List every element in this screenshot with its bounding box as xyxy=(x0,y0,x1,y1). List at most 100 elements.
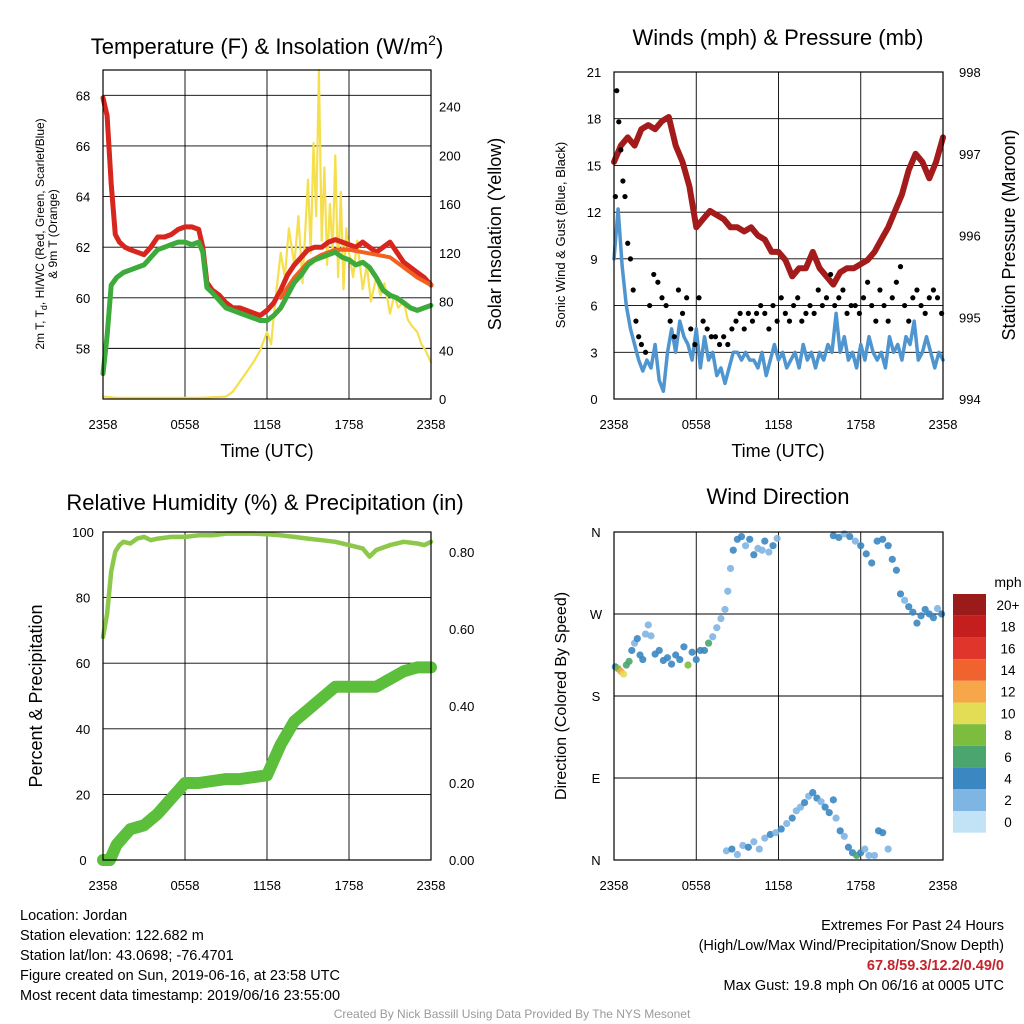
direction-point xyxy=(663,654,672,662)
y-tick-label-right: 40 xyxy=(439,343,453,358)
direction-point xyxy=(861,845,869,853)
x-tick-label: 1158 xyxy=(765,878,793,893)
gust-point xyxy=(620,178,626,184)
direction-point xyxy=(750,838,758,846)
y-tick-label-left: 68 xyxy=(76,88,90,103)
direction-point xyxy=(817,798,825,806)
direction-point xyxy=(840,832,848,840)
direction-point xyxy=(879,535,887,543)
y-tick-label-left: 6 xyxy=(590,299,597,314)
direction-point xyxy=(933,604,942,613)
y-tick-label-left: 60 xyxy=(76,291,90,306)
y-tick-label-right: 200 xyxy=(439,148,461,163)
wind-direction-ylabel: Direction (Colored By Speed) xyxy=(553,592,570,800)
direction-point xyxy=(737,532,746,541)
x-tick-label: 2358 xyxy=(929,878,958,893)
direction-point xyxy=(746,535,754,543)
direction-point xyxy=(773,534,781,542)
gust-point xyxy=(741,326,747,332)
direction-point xyxy=(777,825,785,833)
y-tick-label-left: 12 xyxy=(587,205,601,220)
direction-point xyxy=(851,537,859,545)
colorbar-swatch xyxy=(953,702,986,725)
direction-point xyxy=(655,646,663,655)
gust-point xyxy=(819,302,825,309)
direction-point xyxy=(724,587,732,595)
colorbar-swatch xyxy=(953,745,986,768)
gust-point xyxy=(795,295,801,301)
direction-point xyxy=(684,661,692,669)
y-tick-label-right: 996 xyxy=(959,229,981,244)
series-line-2m-t xyxy=(100,95,434,318)
direction-point xyxy=(829,796,837,804)
gust-point xyxy=(625,240,631,246)
gust-point xyxy=(733,318,739,324)
elevation-text: Station elevation: 122.682 m xyxy=(20,928,204,944)
direction-point xyxy=(721,605,729,614)
gust-point xyxy=(762,310,768,316)
colorbar-label: 14 xyxy=(1000,663,1016,678)
humidity-title: Relative Humidity (%) & Precipitation (i… xyxy=(66,490,463,515)
direction-point xyxy=(913,619,921,627)
y-tick-label-left: 100 xyxy=(72,525,94,540)
colorbar-swatch xyxy=(953,637,986,660)
x-tick-label: 1758 xyxy=(846,417,875,432)
series-line-2m-td xyxy=(100,239,434,377)
direction-point xyxy=(761,834,769,842)
direction-point xyxy=(929,614,938,622)
direction-point xyxy=(709,633,717,641)
gust-point xyxy=(627,256,634,262)
direction-point xyxy=(836,827,844,835)
gust-point xyxy=(622,193,628,200)
latlon-text: Station lat/lon: 43.0698; -76.4701 xyxy=(20,948,234,964)
gust-point xyxy=(721,334,727,340)
colorbar-swatch xyxy=(953,594,986,616)
y-tick-label: N xyxy=(591,853,600,868)
direction-point xyxy=(829,532,837,540)
colorbar-label: 6 xyxy=(1004,750,1012,765)
gust-point xyxy=(922,310,928,316)
gust-point xyxy=(671,334,677,340)
x-tick-label: 1758 xyxy=(846,878,875,893)
y-tick-label-left: 80 xyxy=(76,591,90,606)
gust-point xyxy=(827,271,834,278)
direction-point xyxy=(884,542,892,550)
direction-point xyxy=(765,548,773,556)
colorbar-title: mph xyxy=(994,574,1021,590)
colorbar-label: 4 xyxy=(1004,771,1012,786)
y-tick-label-right: 0 xyxy=(439,392,446,407)
gust-point xyxy=(799,318,805,324)
gust-point xyxy=(638,341,645,348)
direction-point xyxy=(865,851,873,860)
speed-colorbar: mph 20+ 18 16 14 12 10 8 6 4 2 0 xyxy=(953,574,1022,833)
direction-point xyxy=(750,551,758,559)
colorbar-label: 12 xyxy=(1000,685,1015,700)
humidity-plot-frame xyxy=(102,531,432,861)
gust-point xyxy=(770,302,776,309)
direction-point xyxy=(835,533,843,542)
direction-point xyxy=(761,537,769,545)
gust-point xyxy=(832,302,838,309)
x-tick-label: 1758 xyxy=(335,417,364,432)
gust-point xyxy=(696,295,702,301)
temperature-plot-frame xyxy=(102,69,432,400)
y-tick-label-left: 18 xyxy=(587,112,601,127)
y-tick-label-right: 0.80 xyxy=(449,545,474,560)
y-tick-label-left: 21 xyxy=(587,65,601,80)
temperature-title: Temperature (F) & Insolation (W/m2) xyxy=(91,32,444,59)
series-line-sonic-wind xyxy=(612,207,945,393)
gust-point xyxy=(630,287,636,293)
direction-point xyxy=(755,845,763,853)
direction-point xyxy=(700,646,709,655)
direction-point xyxy=(739,841,747,850)
direction-point xyxy=(639,655,647,664)
direction-point xyxy=(892,566,900,574)
gust-point xyxy=(885,318,891,324)
direction-point xyxy=(846,532,854,541)
temperature-ylabel-left-line2: & 9m T (Orange) xyxy=(46,189,60,279)
gust-point xyxy=(618,147,624,153)
x-tick-label: 0558 xyxy=(171,417,200,432)
gust-point xyxy=(914,287,920,293)
